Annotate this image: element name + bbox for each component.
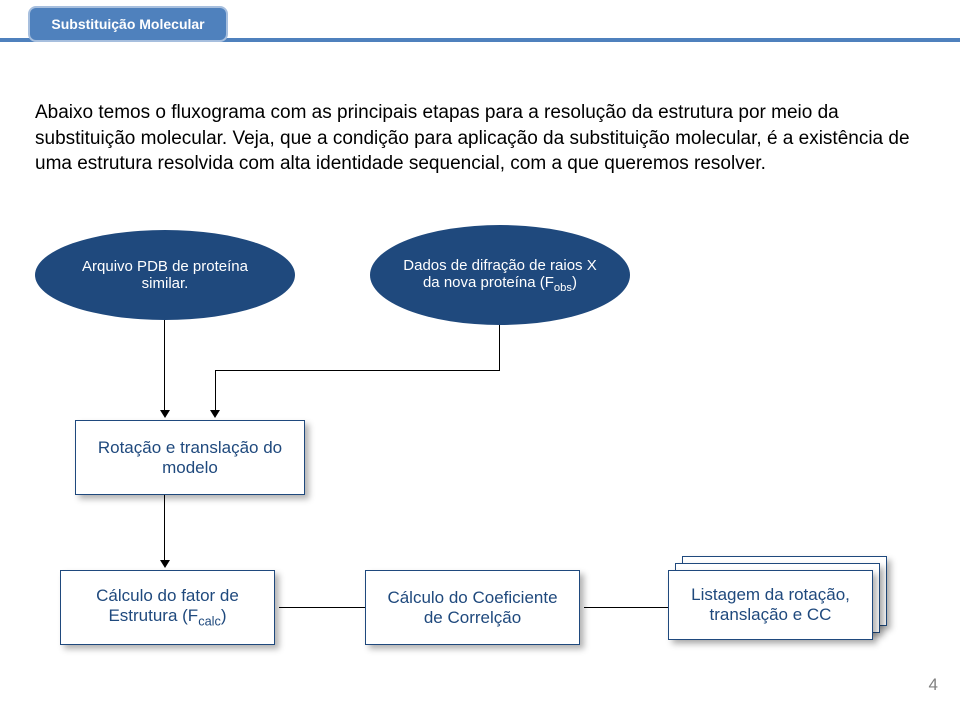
intro-text: Abaixo temos o fluxograma com as princip… <box>35 100 925 177</box>
node-ellipse-pdb: Arquivo PDB de proteína similar. <box>35 230 295 320</box>
node-rect-rotation-label: Rotação e translação do modelo <box>91 438 289 478</box>
node-rect-rotation: Rotação e translação do modelo <box>75 420 305 495</box>
edge-e2-rotation-v1 <box>499 325 500 370</box>
node-rect-coef: Cálculo do Coeficiente de Correlção <box>365 570 580 645</box>
header-tab: Substituição Molecular <box>28 6 228 42</box>
page-number: 4 <box>929 675 938 695</box>
node-rect-stack-label: Listagem da rotação, translação e CC <box>684 585 857 625</box>
node-rect-stack: Listagem da rotação, translação e CC <box>668 556 883 642</box>
node-rect-fator: Cálculo do fator de Estrutura (Fcalc) <box>60 570 275 645</box>
edge-e2-rotation-h <box>215 370 500 371</box>
edge-rotation-fator <box>164 495 165 562</box>
node-rect-fator-label: Cálculo do fator de Estrutura (Fcalc) <box>76 586 259 628</box>
node-rect-coef-label: Cálculo do Coeficiente de Correlção <box>381 588 564 628</box>
edge-e1-rotation <box>164 320 165 412</box>
header-tab-label: Substituição Molecular <box>51 16 204 32</box>
edge-fator-coef <box>279 607 365 608</box>
edge-rotation-fator-arrow <box>160 560 170 568</box>
edge-e2-rotation-v2 <box>215 370 216 412</box>
node-ellipse-diffraction-label: Dados de difração de raios X da nova pro… <box>395 257 605 294</box>
node-ellipse-diffraction: Dados de difração de raios X da nova pro… <box>370 225 630 325</box>
edge-coef-stack <box>584 607 668 608</box>
stack-layer-front: Listagem da rotação, translação e CC <box>668 570 873 640</box>
edge-e1-rotation-arrow <box>160 410 170 418</box>
node-ellipse-pdb-label: Arquivo PDB de proteína similar. <box>60 258 270 292</box>
edge-e2-rotation-arrow <box>210 410 220 418</box>
